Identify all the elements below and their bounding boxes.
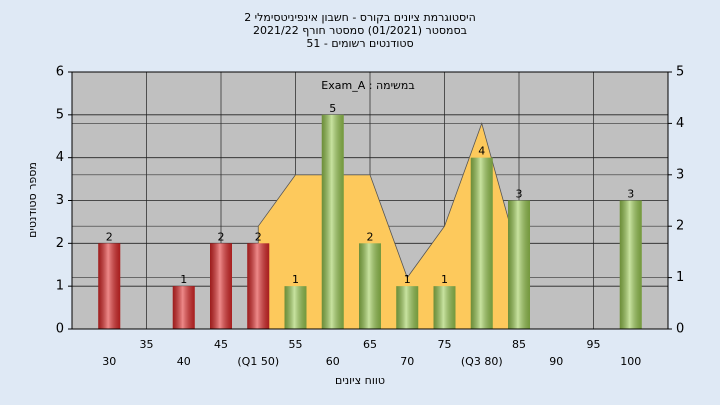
y-tick-label: 6: [56, 65, 64, 80]
data-label: 2: [218, 230, 225, 243]
plot-border: [71, 71, 669, 330]
data-label: 1: [180, 273, 187, 286]
x-tick-label: 75: [438, 338, 452, 351]
data-label: 1: [292, 273, 299, 286]
data-label: 2: [255, 230, 262, 243]
x-axis-label: טווח ציונים: [335, 374, 385, 387]
x-tick-label: 35: [140, 338, 154, 351]
y-tick-label: 2: [56, 236, 64, 251]
y-axis-label: מספר סטודנטים: [26, 162, 39, 238]
bar-shine: [359, 243, 381, 329]
chart-title: בסמסטר (01/2021) סמסטר חורף 2021/22: [253, 24, 467, 37]
bar-shine: [247, 243, 270, 329]
y-tick-label: 5: [56, 107, 64, 122]
bar-shine: [210, 243, 232, 329]
data-label: 2: [367, 230, 374, 243]
x-tick-label: 85: [512, 338, 526, 351]
y2-tick-label: 4: [676, 116, 684, 131]
data-label: 4: [478, 145, 485, 158]
y2-tick-label: 1: [676, 270, 684, 285]
y-tick-label: 1: [56, 279, 64, 294]
x-tick-label: 40: [177, 355, 191, 368]
bar-shine: [508, 200, 530, 329]
y2-tick-label: 3: [676, 167, 684, 182]
y-tick-label: 3: [56, 193, 64, 208]
annotation: Exam_A : במשימה: [321, 79, 414, 92]
y2-tick-label: 5: [676, 65, 684, 80]
x-tick-label: 60: [326, 355, 340, 368]
y2-tick-label: 2: [676, 219, 684, 234]
x-tick-label: 45: [214, 338, 228, 351]
data-label: 3: [627, 188, 634, 201]
bar-shine: [396, 286, 419, 329]
x-tick-label: 95: [587, 338, 601, 351]
bar-shine: [172, 286, 195, 329]
bar-shine: [470, 157, 493, 329]
y-tick-label: 0: [56, 322, 64, 337]
data-label: 3: [516, 188, 523, 201]
bar-shine: [619, 200, 642, 329]
data-label: 5: [329, 102, 336, 115]
chart-title: 51 - סטודנטים רשומים: [306, 37, 413, 50]
bar-shine: [321, 114, 344, 329]
bar-shine: [98, 243, 121, 329]
x-tick-label: 70: [400, 355, 414, 368]
x-tick-label: (Q1 50): [237, 355, 279, 368]
x-tick-label: 55: [289, 338, 303, 351]
x-tick-label: 90: [549, 355, 563, 368]
bar-shine: [284, 286, 307, 329]
data-label: 1: [404, 273, 411, 286]
data-label: 1: [441, 273, 448, 286]
x-tick-label: 30: [102, 355, 116, 368]
x-tick-label: (Q3 80): [461, 355, 503, 368]
bar-shine: [433, 286, 456, 329]
data-label: 2: [106, 230, 113, 243]
y-tick-label: 4: [56, 150, 64, 165]
chart-title: היסטוגרמת ציונים בקורס - חשבון אינפיניטס…: [244, 11, 476, 24]
y2-tick-label: 0: [676, 322, 684, 337]
x-tick-label: 100: [620, 355, 641, 368]
x-tick-label: 65: [363, 338, 377, 351]
